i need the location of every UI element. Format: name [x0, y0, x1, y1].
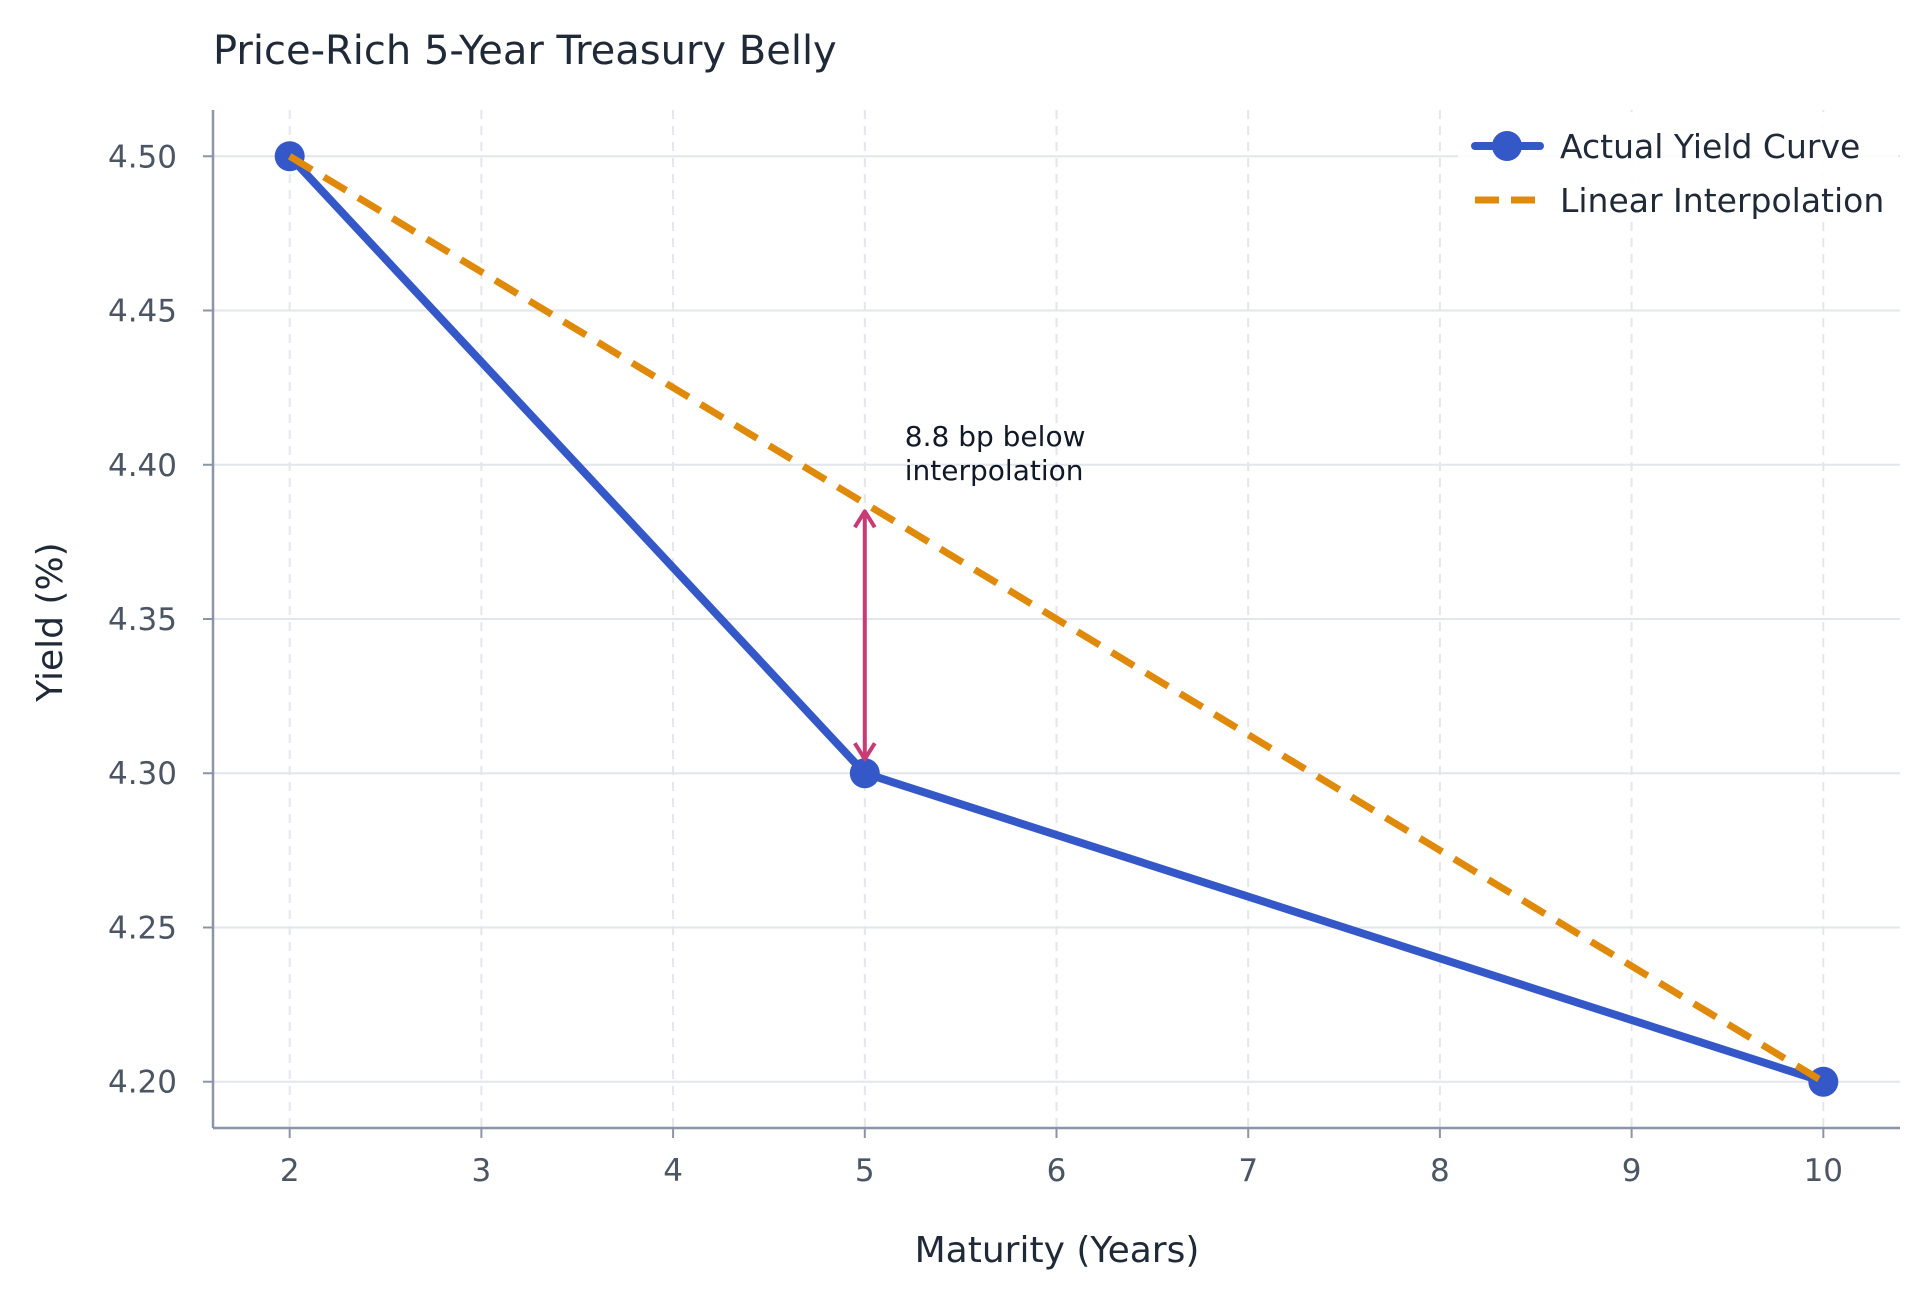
data-point [849, 758, 880, 789]
data-point [1808, 1066, 1839, 1097]
series-layer [274, 141, 1839, 1097]
arrow-head-top [853, 509, 877, 529]
x-axis-ticks: 2 3 4 5 6 7 8 9 10 [280, 1128, 1843, 1189]
y-tick-label: 4.40 [108, 448, 177, 484]
x-tick-label: 9 [1622, 1153, 1642, 1189]
interpolation-line [287, 153, 1826, 1085]
legend: Actual Yield Curve Linear Interpolation [1458, 112, 1898, 222]
x-tick-label: 3 [472, 1153, 492, 1189]
y-tick-label: 4.25 [108, 910, 177, 946]
annotation-text: interpolation [905, 454, 1084, 487]
x-tick-label: 7 [1238, 1153, 1258, 1189]
annotation-text: 8.8 bp below [905, 420, 1086, 453]
x-tick-label: 6 [1047, 1153, 1067, 1189]
x-tick-label: 10 [1804, 1153, 1843, 1189]
x-axis-label: Maturity (Years) [915, 1230, 1200, 1271]
y-axis-label: Yield (%) [30, 542, 71, 702]
y-tick-label: 4.50 [108, 139, 177, 175]
legend-label: Linear Interpolation [1560, 181, 1884, 220]
arrow-head-bottom [853, 742, 877, 762]
x-tick-label: 4 [663, 1153, 683, 1189]
x-tick-label: 8 [1430, 1153, 1450, 1189]
chart-title: Price-Rich 5-Year Treasury Belly [213, 28, 837, 74]
x-tick-label: 2 [280, 1153, 300, 1189]
x-tick-label: 5 [855, 1153, 875, 1189]
y-tick-label: 4.35 [108, 602, 177, 638]
y-tick-label: 4.30 [108, 756, 177, 792]
legend-box [1458, 112, 1898, 222]
y-axis-ticks: 4.20 4.25 4.30 4.35 4.40 4.45 4.50 [108, 139, 213, 1101]
y-tick-label: 4.45 [108, 294, 177, 330]
legend-label: Actual Yield Curve [1560, 127, 1860, 166]
legend-marker [1492, 131, 1522, 161]
y-tick-label: 4.20 [108, 1065, 177, 1101]
